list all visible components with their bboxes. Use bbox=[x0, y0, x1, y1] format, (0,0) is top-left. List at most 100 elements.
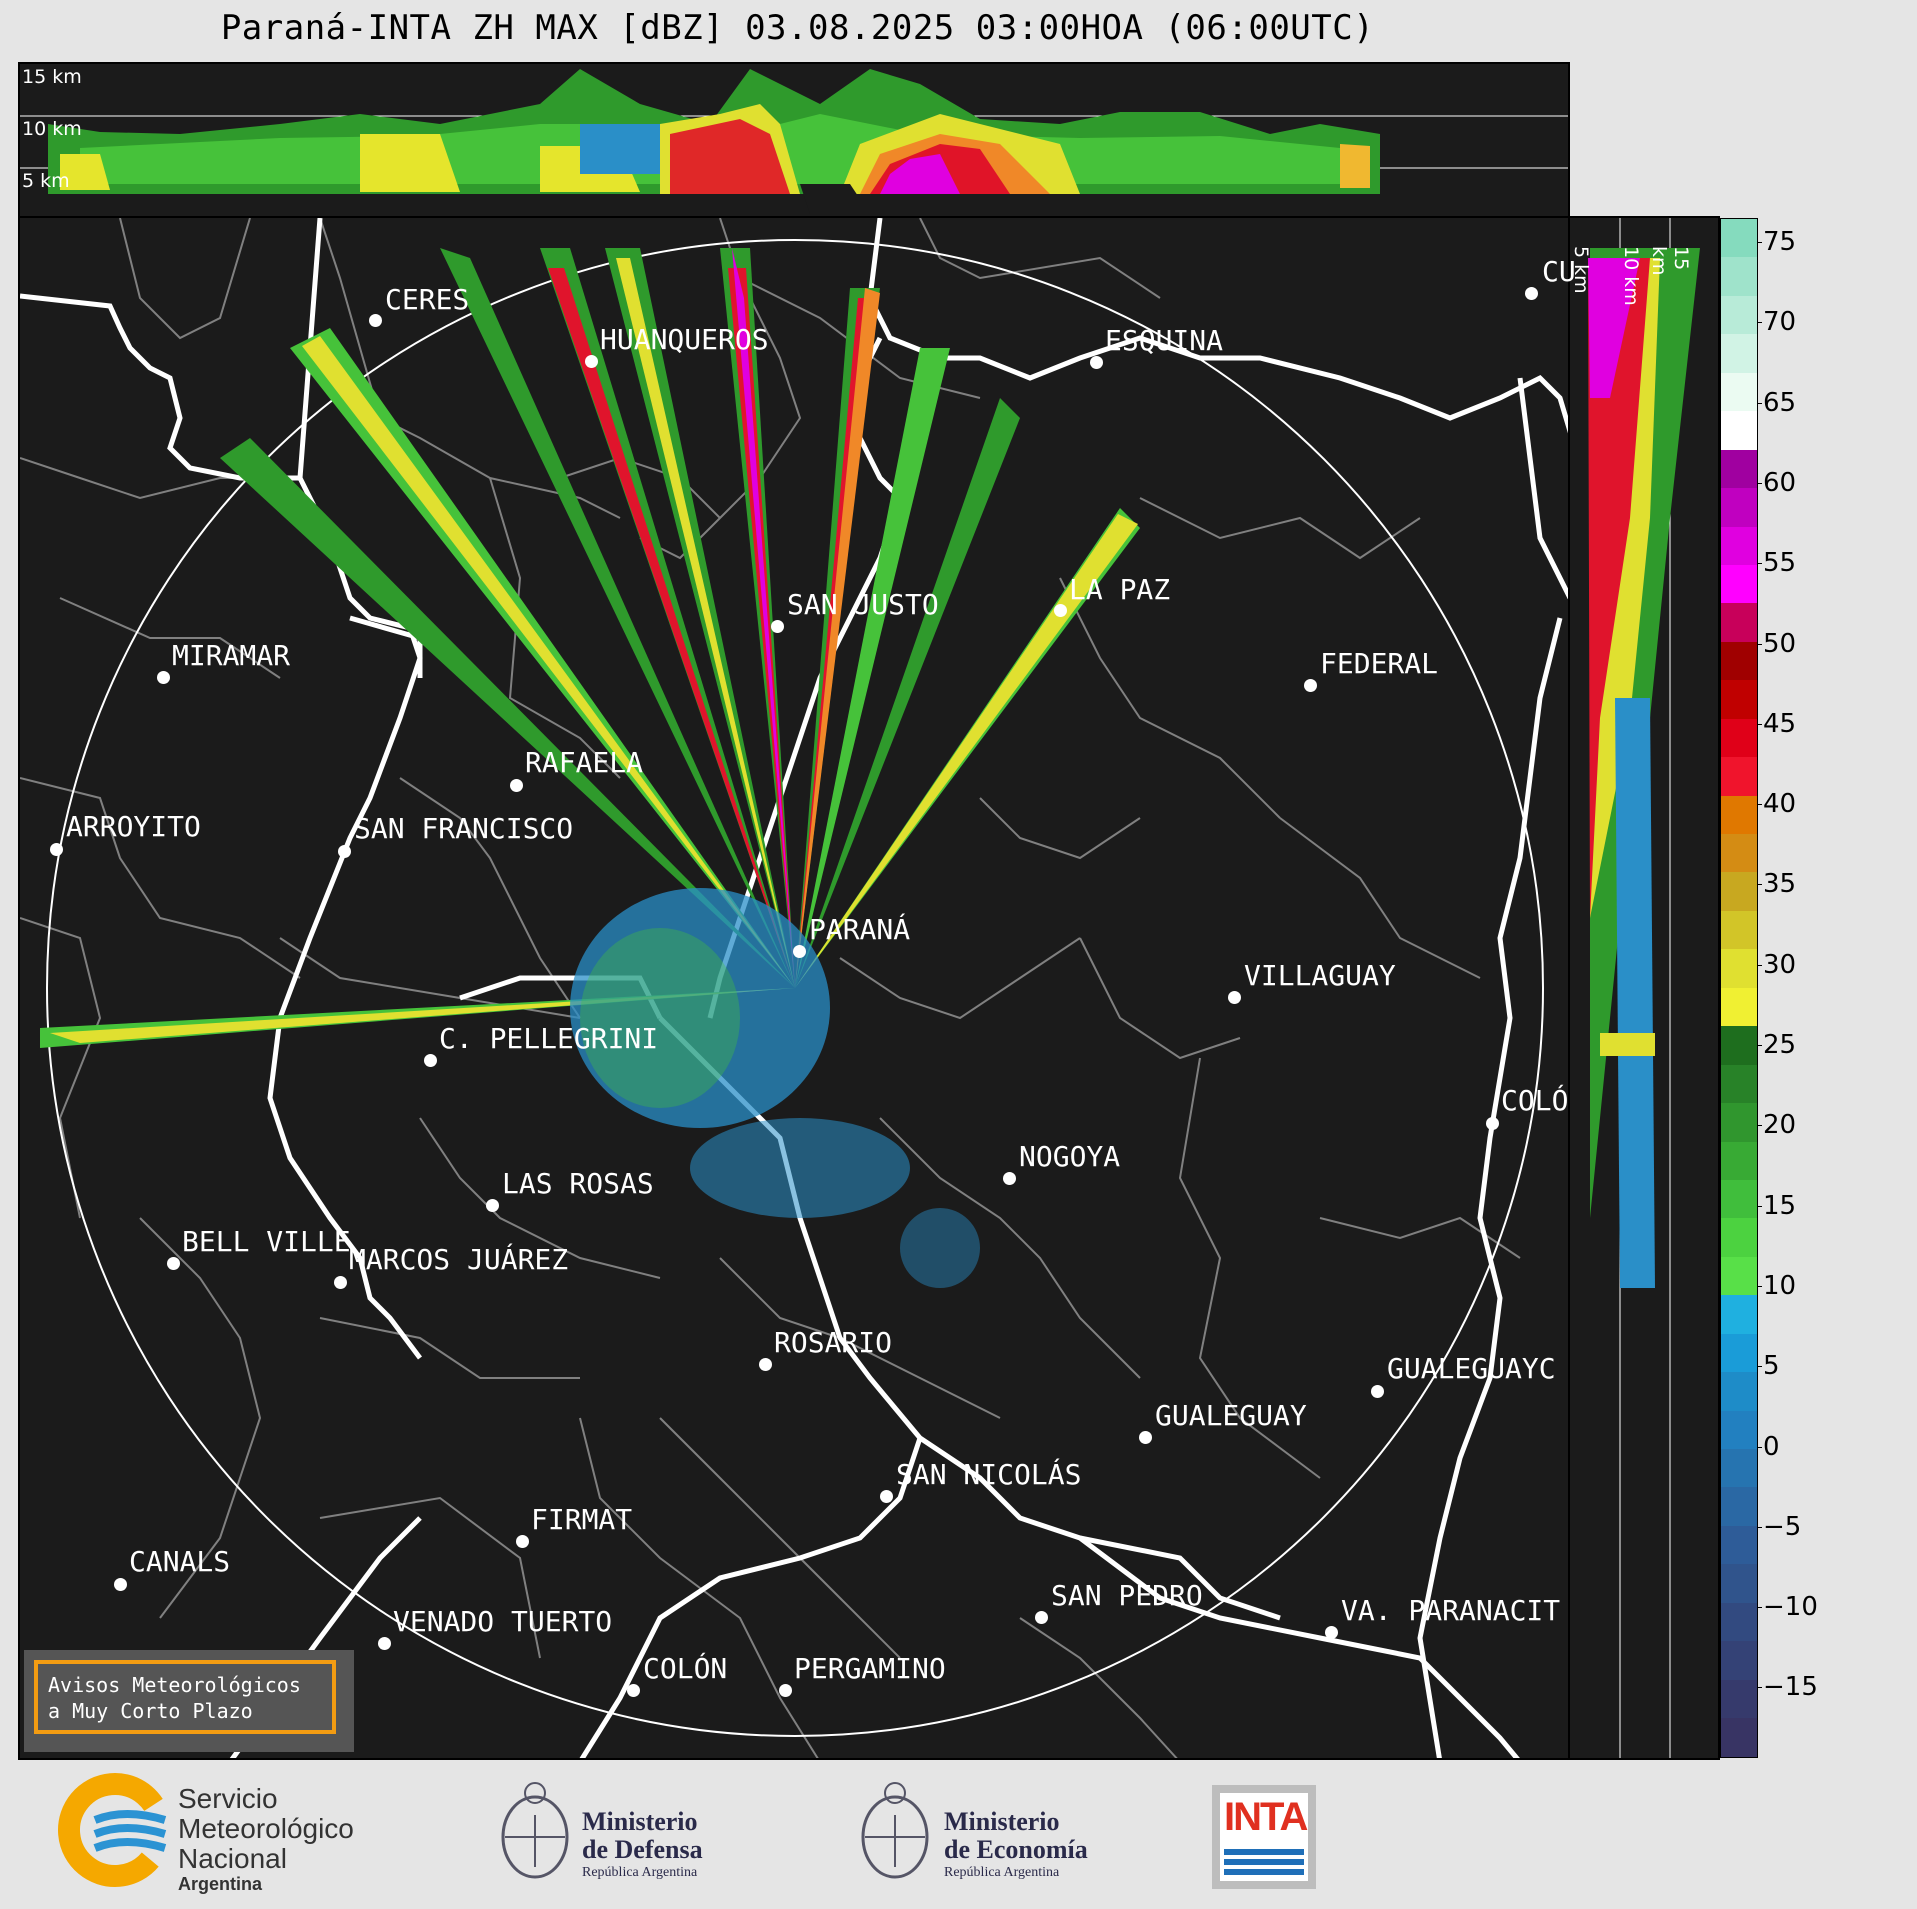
defensa-logo-text: Ministerio de Defensa República Argentin… bbox=[582, 1808, 703, 1882]
colorbar-segment bbox=[1721, 1449, 1757, 1488]
colorbar-segment bbox=[1721, 449, 1757, 489]
city-label-venado-tuerto: VENADO TUERTO bbox=[393, 1605, 613, 1638]
colorbar-tick-label: 5 bbox=[1757, 1351, 1780, 1382]
side-height-label-10: 10 km bbox=[1620, 246, 1642, 306]
colorbar-segment bbox=[1721, 219, 1757, 258]
city-dot-la-paz bbox=[1054, 604, 1067, 617]
top-height-profile-panel: 15 km 10 km 5 km bbox=[18, 62, 1570, 220]
city-dot-san-justo bbox=[771, 620, 784, 633]
city-label-va-paranacit: VA. PARANACIT bbox=[1341, 1594, 1561, 1627]
colorbar-segment bbox=[1721, 1564, 1757, 1603]
city-label-villaguay: VILLAGUAY bbox=[1244, 959, 1396, 992]
colorbar-segment bbox=[1721, 949, 1757, 988]
city-label-esquina: ESQUINA bbox=[1105, 324, 1224, 357]
city-dot-parana bbox=[793, 945, 806, 958]
city-label-arroyito: ARROYITO bbox=[66, 810, 201, 843]
colorbar-segment bbox=[1721, 372, 1757, 412]
city-dot-villaguay bbox=[1228, 991, 1241, 1004]
map-title: Paraná-INTA ZH MAX [dBZ] 03.08.2025 03:0… bbox=[220, 8, 1375, 48]
colorbar-segment bbox=[1721, 1718, 1757, 1757]
city-label-miramar: MIRAMAR bbox=[172, 639, 291, 672]
colorbar-segment bbox=[1721, 1026, 1757, 1065]
city-label-las-rosas: LAS ROSAS bbox=[502, 1167, 654, 1200]
colorbar-segment bbox=[1721, 411, 1757, 450]
top-height-label-5: 5 km bbox=[22, 170, 70, 192]
department-borders bbox=[20, 218, 1521, 1758]
city-dot-rosario bbox=[759, 1358, 772, 1371]
smn-line-1: Servicio bbox=[178, 1783, 278, 1814]
colorbar-tick-label: 40 bbox=[1756, 789, 1797, 820]
colorbar-segment bbox=[1721, 1641, 1757, 1680]
colorbar-segment bbox=[1721, 872, 1757, 911]
radar-echo-beams bbox=[40, 248, 1140, 1048]
colorbar-tick-label: 55 bbox=[1756, 548, 1797, 579]
colorbar-segment bbox=[1721, 603, 1757, 642]
colorbar-tick-label: 45 bbox=[1756, 708, 1797, 739]
top-height-label-10: 10 km bbox=[22, 118, 82, 140]
notice-line-2: a Muy Corto Plazo bbox=[48, 1699, 253, 1723]
smn-line-3: Nacional bbox=[178, 1843, 287, 1874]
city-label-cu: CU bbox=[1542, 255, 1576, 288]
colorbar-segment bbox=[1721, 1103, 1757, 1142]
colorbar-segment bbox=[1721, 1064, 1757, 1104]
economia-line-1: Ministerio bbox=[944, 1807, 1060, 1836]
city-dot-pergamino bbox=[779, 1684, 792, 1697]
city-dot-va-paranacit bbox=[1325, 1626, 1338, 1639]
notice-box: Avisos Meteorológicos a Muy Corto Plazo bbox=[24, 1650, 354, 1752]
city-dot-marcos-juarez bbox=[334, 1276, 347, 1289]
top-height-label-15: 15 km bbox=[22, 66, 82, 88]
city-dot-arroyito bbox=[50, 843, 63, 856]
colorbar-segment bbox=[1721, 641, 1757, 681]
city-dot-gualeguay bbox=[1139, 1431, 1152, 1444]
city-label-rosario: ROSARIO bbox=[774, 1326, 893, 1359]
colorbar-segment bbox=[1721, 987, 1757, 1027]
smn-line-2: Meteorológico bbox=[178, 1813, 354, 1844]
city-label-san-nicolas: SAN NICOLÁS bbox=[896, 1458, 1082, 1491]
defensa-coat-of-arms-icon bbox=[501, 1782, 569, 1879]
city-dot-miramar bbox=[157, 671, 170, 684]
colorbar-tick-label: 50 bbox=[1756, 628, 1797, 659]
colorbar-segment bbox=[1721, 334, 1757, 373]
city-label-canals: CANALS bbox=[129, 1545, 231, 1578]
city-label-nogoya: NOGOYA bbox=[1019, 1140, 1121, 1173]
side-profile-graphic bbox=[1588, 218, 1700, 1758]
radar-range-ring bbox=[46, 239, 1544, 1737]
colorbar-tick-label: 60 bbox=[1756, 467, 1797, 498]
city-dot-colo bbox=[1486, 1117, 1499, 1130]
radar-map-graphic bbox=[20, 218, 1568, 1758]
city-dot-ceres bbox=[369, 314, 382, 327]
colorbar-segment bbox=[1721, 834, 1757, 873]
city-dot-las-rosas bbox=[486, 1199, 499, 1212]
city-dot-venado-tuerto bbox=[378, 1637, 391, 1650]
smn-logo-text: Servicio Meteorológico Nacional Argentin… bbox=[178, 1783, 354, 1895]
colorbar-tick-label: −5 bbox=[1756, 1511, 1802, 1542]
city-dot-canals bbox=[114, 1578, 127, 1591]
colorbar-segment bbox=[1721, 1218, 1757, 1257]
dbz-colorbar bbox=[1720, 218, 1758, 1758]
defensa-line-3: República Argentina bbox=[582, 1865, 698, 1880]
city-label-federal: FEDERAL bbox=[1320, 647, 1439, 680]
city-label-colon: COLÓN bbox=[643, 1652, 728, 1685]
city-label-ceres: CERES bbox=[385, 283, 470, 316]
economia-line-3: República Argentina bbox=[944, 1865, 1060, 1880]
defensa-line-2: de Defensa bbox=[582, 1835, 703, 1864]
top-profile-graphic bbox=[20, 69, 1568, 214]
radar-clutter bbox=[570, 888, 980, 1288]
city-label-colo: COLÓ bbox=[1501, 1084, 1569, 1117]
city-label-san-pedro: SAN PEDRO bbox=[1051, 1579, 1203, 1612]
economia-logo-text: Ministerio de Economía República Argenti… bbox=[944, 1808, 1088, 1882]
city-dot-colon bbox=[627, 1684, 640, 1697]
city-dot-bell-ville bbox=[167, 1257, 180, 1270]
colorbar-segment bbox=[1721, 680, 1757, 719]
economia-coat-of-arms-icon bbox=[861, 1782, 929, 1879]
colorbar-segment bbox=[1721, 1410, 1757, 1449]
city-label-c-pellegrini: C. PELLEGRINI bbox=[439, 1022, 659, 1055]
city-label-san-francisco: SAN FRANCISCO bbox=[354, 812, 574, 845]
colorbar-segment bbox=[1721, 1295, 1757, 1334]
notice-line-1: Avisos Meteorológicos bbox=[48, 1673, 301, 1697]
colorbar-segment bbox=[1721, 1525, 1757, 1565]
city-dot-firmat bbox=[516, 1535, 529, 1548]
city-label-bell-ville: BELL VILLE bbox=[182, 1225, 351, 1258]
city-dot-esquina bbox=[1090, 356, 1103, 369]
colorbar-tick-label: −10 bbox=[1757, 1592, 1818, 1623]
